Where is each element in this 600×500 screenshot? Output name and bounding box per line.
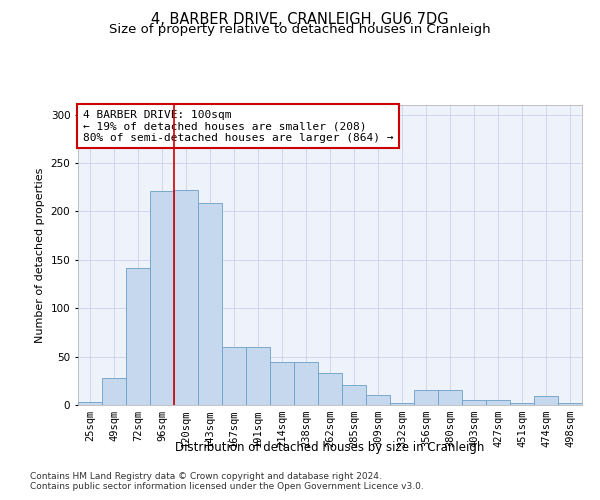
Text: Contains public sector information licensed under the Open Government Licence v3: Contains public sector information licen…	[30, 482, 424, 491]
Text: Size of property relative to detached houses in Cranleigh: Size of property relative to detached ho…	[109, 22, 491, 36]
Text: Contains HM Land Registry data © Crown copyright and database right 2024.: Contains HM Land Registry data © Crown c…	[30, 472, 382, 481]
Bar	[342, 384, 366, 405]
Bar	[78, 402, 102, 405]
Bar	[414, 390, 438, 405]
Bar	[390, 403, 414, 405]
Bar	[318, 373, 342, 405]
Bar	[558, 403, 582, 405]
Bar	[246, 347, 270, 405]
Bar	[150, 191, 174, 405]
Text: 4, BARBER DRIVE, CRANLEIGH, GU6 7DG: 4, BARBER DRIVE, CRANLEIGH, GU6 7DG	[151, 12, 449, 28]
Bar	[198, 202, 222, 405]
Y-axis label: Number of detached properties: Number of detached properties	[35, 168, 45, 342]
Bar	[294, 362, 318, 405]
Bar	[174, 190, 198, 405]
Bar	[102, 378, 126, 405]
Bar	[486, 400, 510, 405]
Text: Distribution of detached houses by size in Cranleigh: Distribution of detached houses by size …	[175, 441, 485, 454]
Bar	[270, 362, 294, 405]
Text: 4 BARBER DRIVE: 100sqm
← 19% of detached houses are smaller (208)
80% of semi-de: 4 BARBER DRIVE: 100sqm ← 19% of detached…	[83, 110, 394, 142]
Bar	[534, 396, 558, 405]
Bar	[126, 268, 150, 405]
Bar	[222, 347, 246, 405]
Bar	[510, 403, 534, 405]
Bar	[438, 390, 462, 405]
Bar	[462, 400, 486, 405]
Bar	[366, 396, 390, 405]
